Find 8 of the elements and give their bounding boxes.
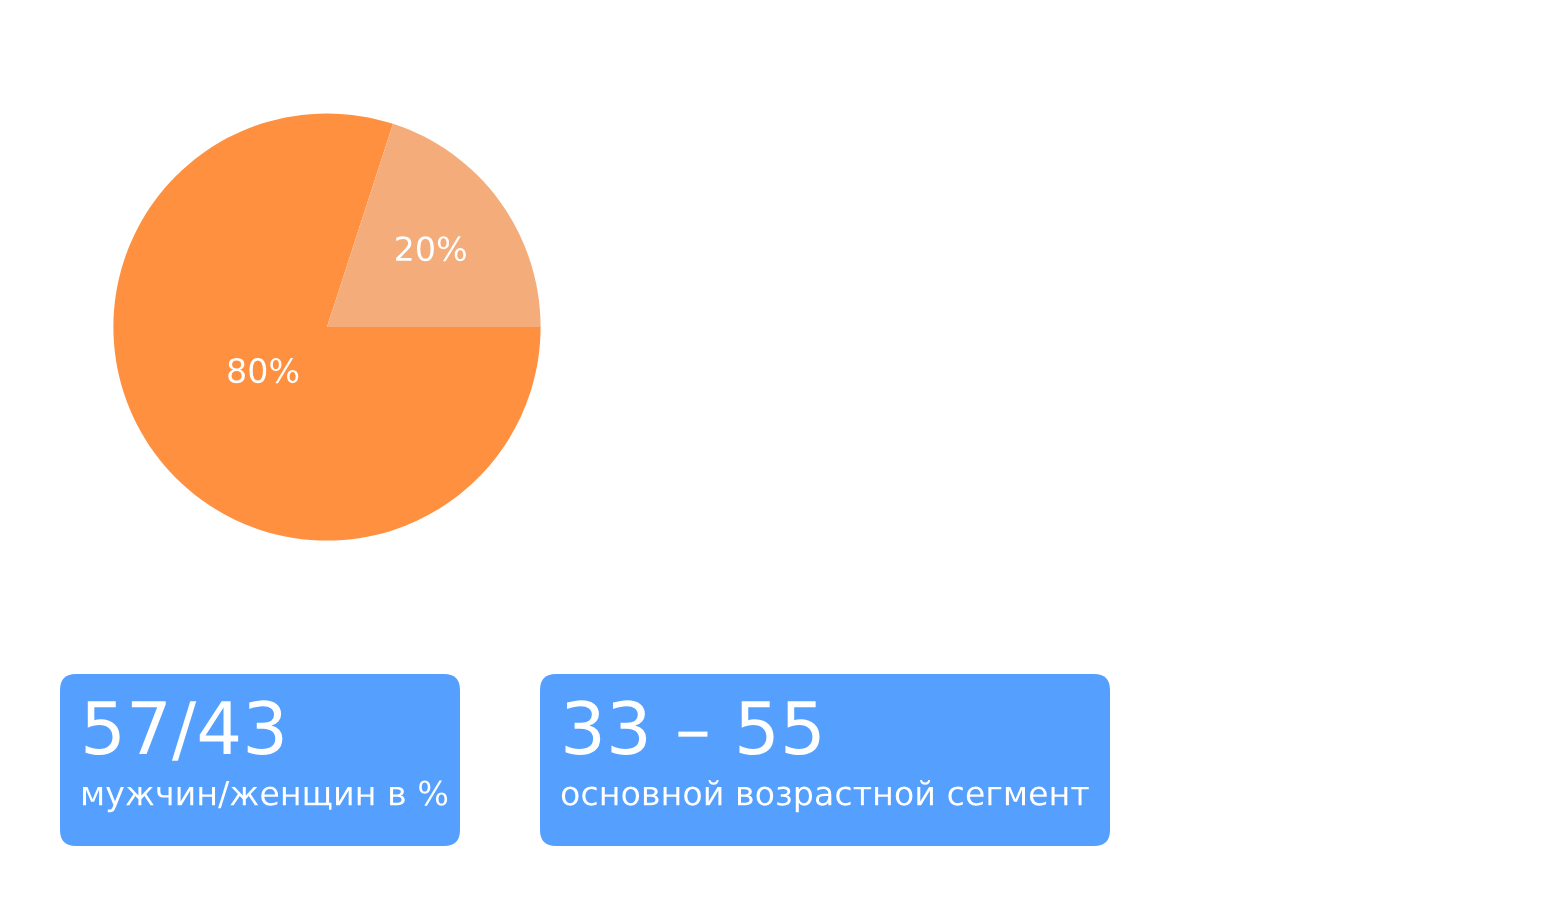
pie-slice — [113, 113, 541, 541]
pie-slice — [327, 123, 541, 327]
text: 57/43 — [85, 700, 283, 761]
data-label: 20% — [396, 236, 466, 262]
text: основной возрастной сегмент — [561, 780, 1089, 813]
text: 33 – 55 — [565, 700, 820, 755]
data-label: 80% — [228, 357, 299, 384]
text: мужчин/женщин в % — [83, 780, 448, 813]
